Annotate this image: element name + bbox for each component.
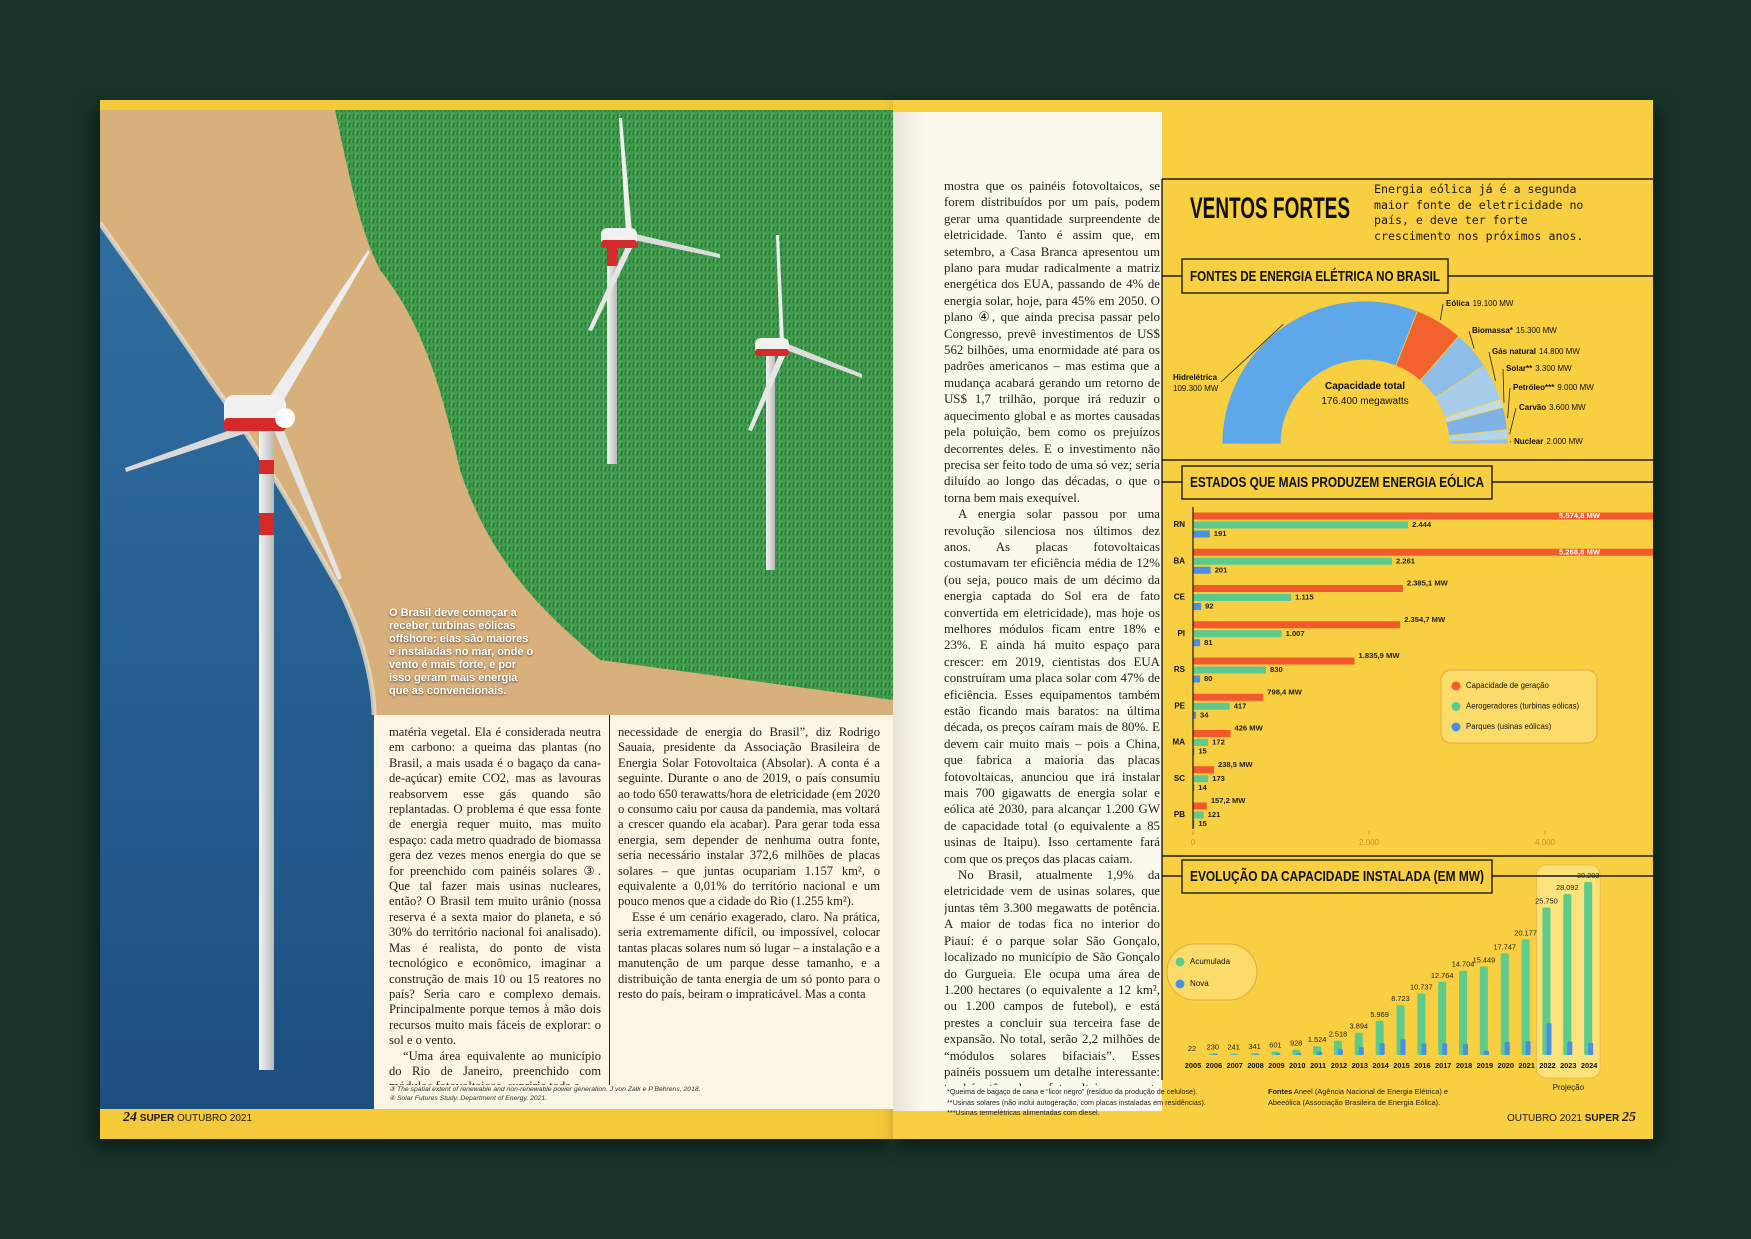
paragraph: A energia solar passou por uma revolução…	[944, 507, 1160, 866]
footnote: **Usinas solares (não inclui autogeração…	[947, 1097, 1206, 1107]
magazine-name: SUPER	[139, 1113, 175, 1124]
page-number: 25	[1622, 1110, 1636, 1125]
infographic-intro: Energia eólica já é a segunda maior font…	[1374, 182, 1584, 243]
footnote: ④ Solar Futures Study. Department of Ene…	[389, 1094, 548, 1102]
issue-date: OUTUBRO 2021	[177, 1113, 253, 1124]
turbine	[748, 235, 862, 570]
text-panel	[374, 715, 893, 1109]
turbine	[125, 250, 370, 1070]
column-rule	[609, 715, 610, 1085]
sources-label: Fontes	[1268, 1087, 1293, 1096]
paragraph: necessidade de energia do Brasil”, diz R…	[618, 725, 880, 909]
text-column: necessidade de energia do Brasil”, diz R…	[618, 725, 880, 1085]
footnote: ③ The spatial extent of renewable and no…	[389, 1086, 701, 1093]
folio: OUTUBRO 2021 SUPER 25	[1507, 1110, 1636, 1126]
text-column: matéria vegetal. Ela é considerada neutr…	[389, 725, 601, 1085]
footnotes: *Queima de bagaço de cana e “licor negro…	[947, 1087, 1267, 1119]
paragraph: “Uma área equivalente ao município do Ri…	[389, 1048, 601, 1085]
footnotes: ③ The spatial extent of renewable and no…	[389, 1086, 879, 1103]
folio: 24 SUPER OUTUBRO 2021	[123, 1110, 252, 1126]
text-panel	[893, 112, 1162, 1111]
paragraph: Esse é um cenário exagerado, claro. Na p…	[618, 909, 880, 1001]
paragraph: mostra que os painéis fotovoltaicos, se …	[944, 179, 1160, 505]
text-column: mostra que os painéis fotovoltaicos, se …	[944, 178, 1160, 1086]
sea	[100, 223, 374, 1109]
sources: Fontes Aneel (Agência Nacional de Energi…	[1268, 1087, 1468, 1108]
sources-text: Aneel (Agência Nacional de Energia Elétr…	[1268, 1087, 1448, 1107]
issue-date: OUTUBRO 2021	[1506, 1113, 1582, 1124]
page-number: 24	[123, 1110, 137, 1125]
paragraph: No Brasil, atualmente 1,9% da eletricida…	[944, 868, 1160, 1086]
footnote: ***Usinas termelétricas alimentadas com …	[947, 1108, 1100, 1117]
footnote: *Queima de bagaço de cana e “licor negro…	[947, 1087, 1198, 1096]
magazine-name: SUPER	[1584, 1113, 1620, 1124]
turbine	[588, 118, 720, 464]
paragraph: matéria vegetal. Ela é considerada neutr…	[389, 725, 601, 1048]
photo-caption: O Brasil deve começar a receber turbinas…	[389, 607, 534, 697]
